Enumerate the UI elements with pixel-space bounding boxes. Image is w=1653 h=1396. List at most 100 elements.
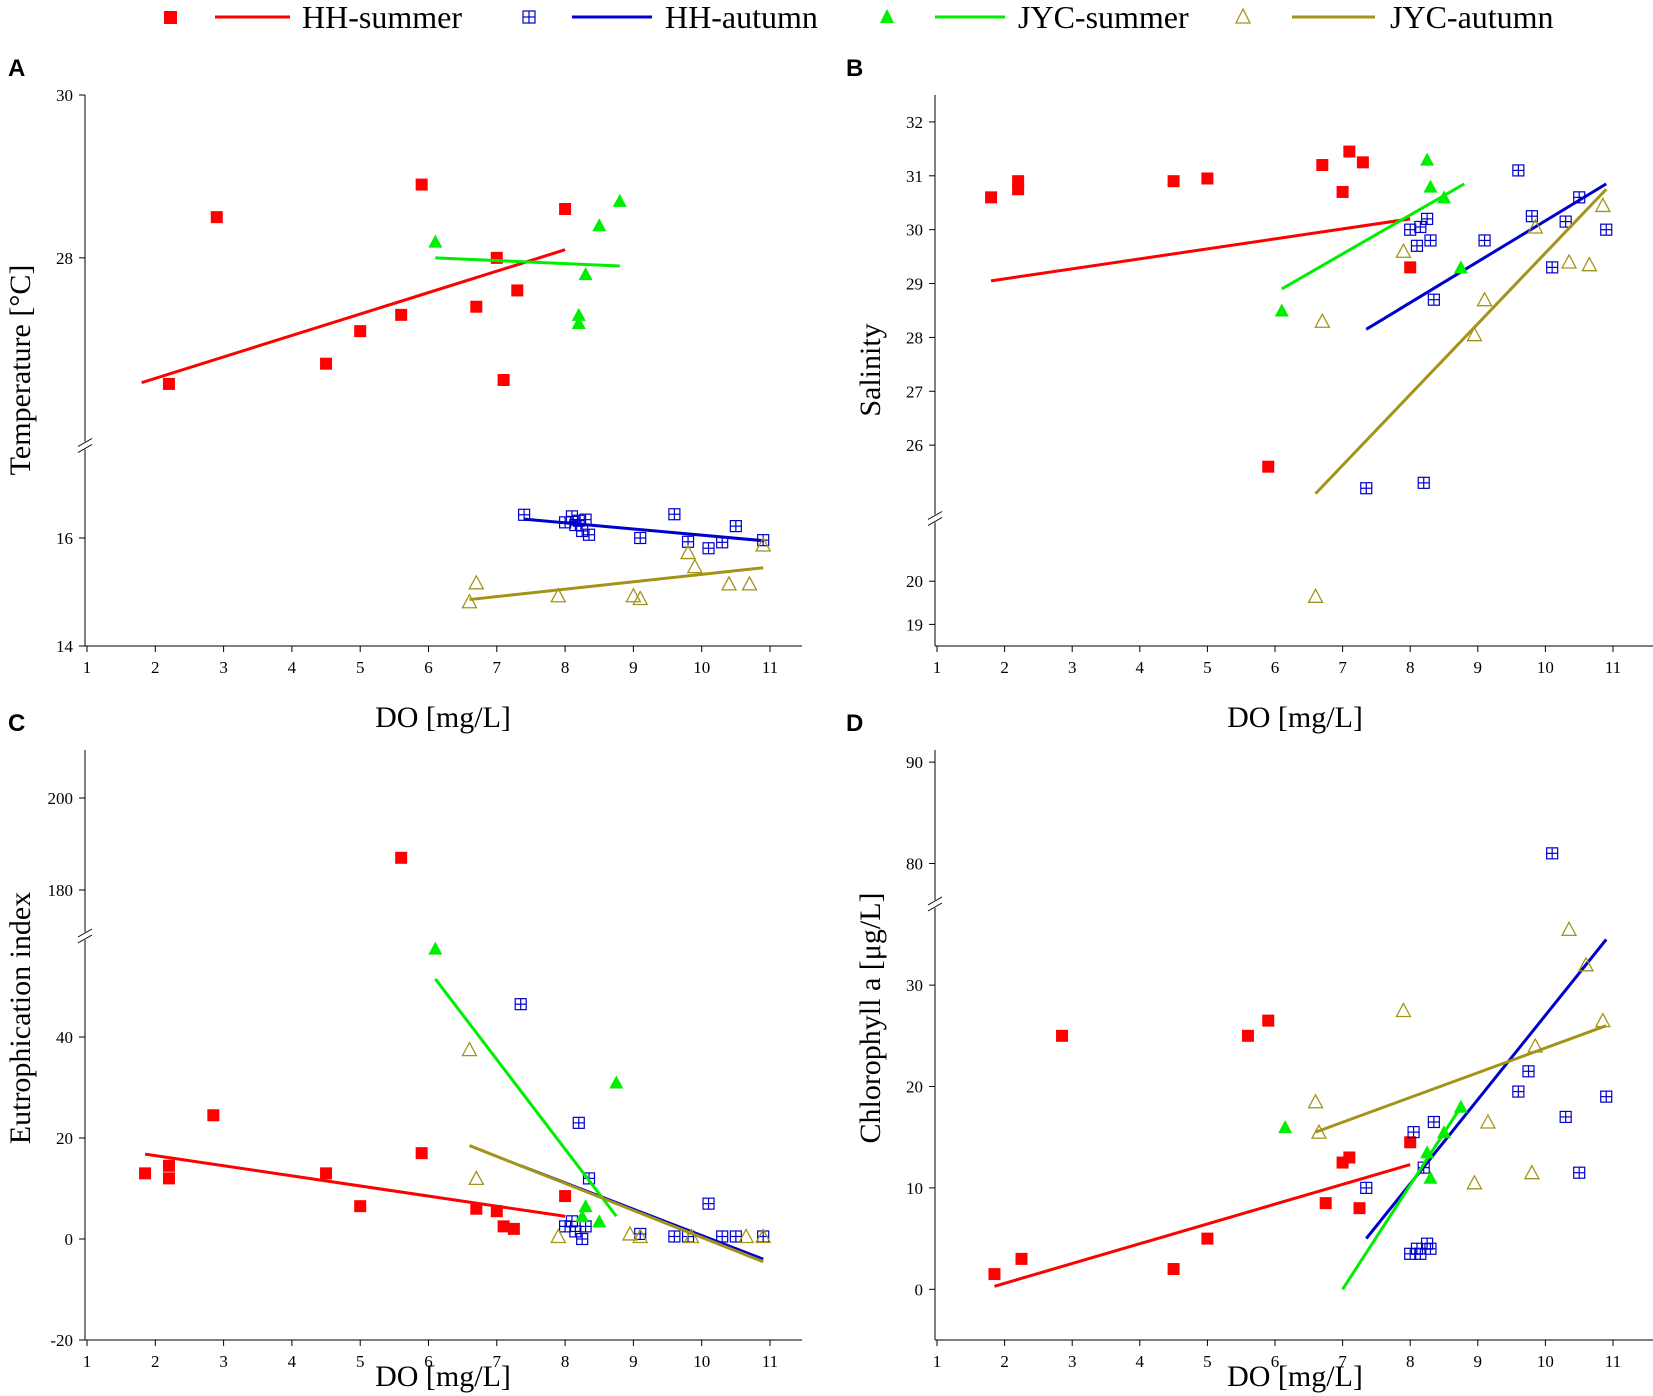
point-hh-autumn — [579, 1220, 592, 1233]
y-axis-b: 19 20 26 27 28 29 30 31 32 Salinity — [854, 95, 943, 646]
series-jyc-summer-b — [1274, 152, 1468, 317]
point-jyc-autumn — [1560, 920, 1578, 936]
legend-item-hh-autumn: HH-autumn — [522, 0, 818, 35]
y-tick-label-d: 10 — [906, 1179, 923, 1198]
series-jyc-autumn-a — [461, 536, 772, 609]
y-axis-break-d — [927, 896, 943, 906]
y-tick-label-d: 80 — [906, 854, 923, 873]
y-axis-title-a: Temperature [°C] — [4, 265, 37, 476]
point-hh-summer — [1336, 185, 1349, 198]
point-jyc-autumn — [468, 574, 485, 590]
legend-label-hh-summer: HH-summer — [302, 0, 462, 35]
point-jyc-autumn — [632, 1228, 649, 1244]
panel-d: D 1 2 3 4 5 6 7 8 9 10 11 DO [mg/L] 0 10 20 30 80 90 Chloro… — [846, 710, 1653, 1393]
axes-b: 1 2 3 4 5 6 7 8 9 10 11 DO [mg/L] 19 20 26 27 28 29 30 31 32… — [854, 95, 1653, 734]
point-jyc-summer — [592, 218, 607, 232]
point-jyc-autumn — [683, 1228, 700, 1244]
axes-a: 1 2 3 4 5 6 7 8 9 10 11 DO [mg/L] 14 16 28 30 Temperatur… — [4, 86, 802, 734]
x-tick-label-b: 6 — [1271, 658, 1280, 677]
point-hh-summer — [139, 1167, 152, 1180]
legend-marker-hh-summer — [164, 11, 177, 24]
point-hh-summer — [497, 1220, 510, 1233]
x-tick-label-a: 4 — [288, 658, 297, 677]
point-hh-autumn — [668, 508, 681, 521]
fit-line-jyc-autumn — [1315, 1024, 1607, 1134]
panel-letter-d: D — [846, 710, 863, 737]
x-tick-label-b: 7 — [1338, 658, 1347, 677]
axes-d: 1 2 3 4 5 6 7 8 9 10 11 DO [mg/L] 0 10 20 30 80 90 Chlorop… — [854, 750, 1653, 1393]
point-hh-summer — [490, 1205, 503, 1218]
point-jyc-autumn — [550, 587, 567, 603]
legend-item-jyc-summer: JYC-summer — [880, 0, 1189, 35]
point-jyc-summer — [1274, 303, 1289, 317]
point-hh-autumn — [1600, 223, 1613, 236]
point-hh-autumn — [1522, 1065, 1535, 1078]
point-hh-autumn — [1360, 482, 1373, 495]
point-hh-summer — [1262, 1014, 1275, 1027]
point-jyc-summer — [575, 1209, 590, 1223]
point-hh-summer — [320, 1167, 333, 1180]
y-tick-label-b: 30 — [906, 221, 923, 240]
x-tick-label-d: 7 — [1338, 1352, 1347, 1371]
point-hh-autumn — [1546, 847, 1559, 860]
legend-label-hh-autumn: HH-autumn — [665, 0, 818, 35]
x-tick-label-d: 8 — [1406, 1352, 1415, 1371]
y-tick-label-a: 28 — [56, 249, 73, 268]
point-jyc-summer — [1278, 1120, 1293, 1134]
point-hh-autumn — [514, 998, 527, 1011]
point-hh-summer — [320, 357, 333, 370]
point-jyc-autumn — [1527, 1037, 1544, 1053]
point-jyc-autumn — [1395, 1002, 1412, 1018]
series-jyc-autumn-c — [461, 1041, 772, 1264]
point-hh-autumn — [1478, 234, 1491, 247]
y-tick-label-d: 0 — [915, 1280, 924, 1299]
y-tick-label-c: 40 — [56, 1028, 73, 1047]
point-hh-summer — [354, 325, 367, 338]
x-tick-label-b: 11 — [1605, 658, 1621, 677]
point-jyc-summer — [1453, 260, 1468, 274]
point-hh-autumn — [634, 531, 647, 545]
x-axis-title-c: DO [mg/L] — [375, 1360, 511, 1393]
series-hh-autumn-c — [514, 998, 770, 1261]
panel-b: B 1 2 3 4 5 6 7 8 9 10 11 DO [mg/L] 19 20 26 27 28 29 30 31 3… — [846, 55, 1653, 734]
point-jyc-summer — [578, 267, 593, 281]
point-hh-autumn — [716, 1230, 729, 1243]
point-hh-summer — [1316, 159, 1329, 172]
fit-line-jyc-autumn — [1314, 188, 1608, 495]
x-tick-label-a: 7 — [493, 658, 502, 677]
y-tick-label-b: 26 — [906, 436, 923, 455]
point-hh-autumn — [576, 1232, 589, 1246]
point-hh-autumn — [1512, 1085, 1525, 1098]
point-jyc-autumn — [755, 1228, 772, 1244]
point-jyc-autumn — [1307, 587, 1324, 603]
point-hh-summer — [1262, 460, 1275, 473]
point-jyc-summer — [428, 234, 443, 248]
point-hh-summer — [1241, 1029, 1254, 1042]
legend-label-jyc-autumn: JYC-autumn — [1390, 0, 1554, 35]
series-jyc-summer-a — [428, 193, 627, 329]
x-tick-label-d: 9 — [1474, 1352, 1483, 1371]
point-hh-autumn — [1404, 223, 1417, 236]
point-hh-summer — [415, 1147, 428, 1160]
x-tick-label-a: 5 — [356, 658, 365, 677]
point-jyc-summer — [1420, 152, 1435, 166]
fit-line-hh-summer — [994, 1163, 1411, 1288]
y-axis-break-d — [927, 902, 943, 912]
legend-label-jyc-summer: JYC-summer — [1018, 0, 1189, 35]
x-axis-a: 1 2 3 4 5 6 7 8 9 10 11 DO [mg/L] — [83, 645, 802, 734]
point-hh-autumn — [1424, 1242, 1437, 1255]
point-hh-autumn — [1600, 1090, 1613, 1103]
y-tick-label-d: 20 — [906, 1078, 923, 1097]
x-tick-label-a: 1 — [83, 658, 92, 677]
point-jyc-autumn — [550, 1228, 567, 1244]
point-jyc-autumn — [1466, 326, 1483, 342]
point-hh-summer — [162, 1159, 175, 1172]
point-hh-summer — [1404, 261, 1417, 274]
point-jyc-autumn — [1594, 1012, 1611, 1028]
x-tick-label-d: 2 — [1000, 1352, 1009, 1371]
point-jyc-summer — [1423, 179, 1438, 193]
y-tick-label-a: 16 — [56, 529, 73, 548]
x-tick-label-d: 6 — [1271, 1352, 1280, 1371]
x-tick-label-c: 11 — [762, 1352, 778, 1371]
x-tick-label-d: 5 — [1203, 1352, 1212, 1371]
